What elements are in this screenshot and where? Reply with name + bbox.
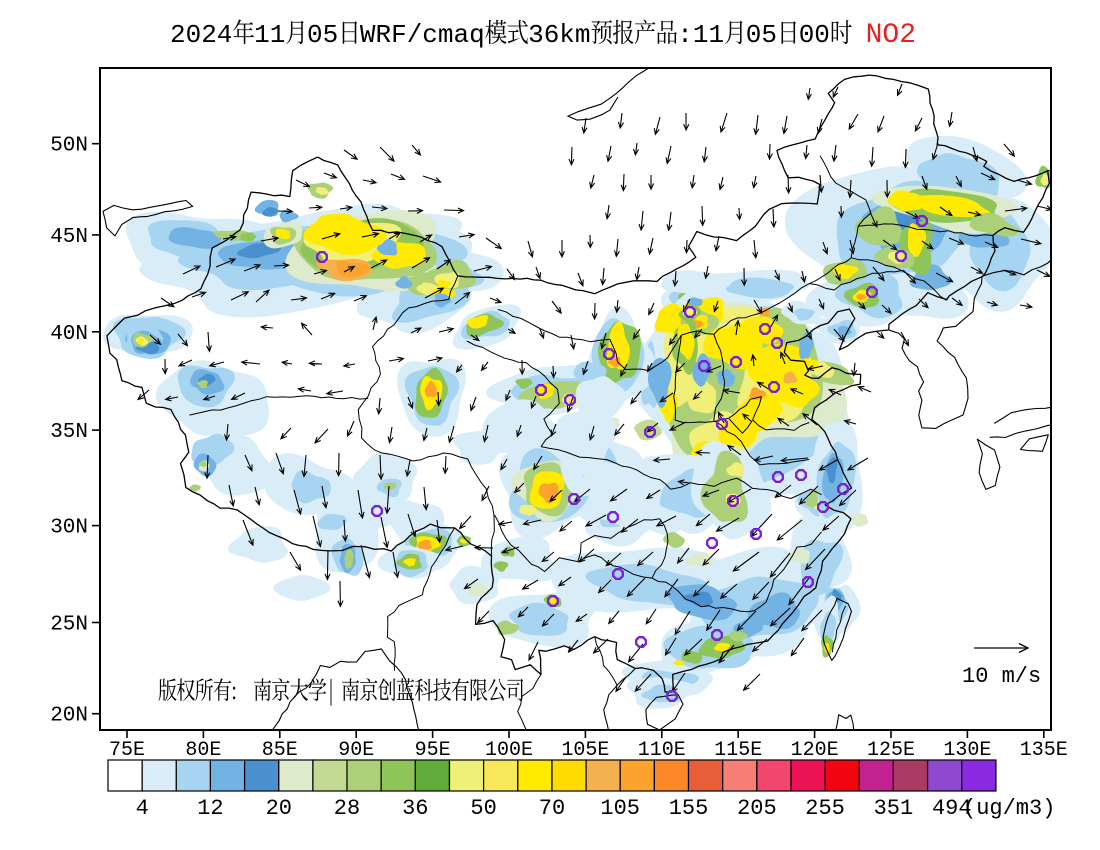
svg-text:115E: 115E <box>714 739 762 762</box>
svg-text:25N: 25N <box>50 614 88 637</box>
svg-text:80E: 80E <box>185 739 221 762</box>
svg-text:105: 105 <box>600 796 640 821</box>
svg-text:WRF/cmaq: WRF/cmaq <box>360 20 485 50</box>
svg-text:NO2: NO2 <box>866 20 916 51</box>
svg-text:50: 50 <box>470 796 496 821</box>
svg-text:105E: 105E <box>561 739 609 762</box>
svg-text:20: 20 <box>266 796 292 821</box>
svg-text:70: 70 <box>539 796 565 821</box>
svg-text:130E: 130E <box>943 739 991 762</box>
svg-text:205: 205 <box>737 796 777 821</box>
svg-text:20N: 20N <box>50 705 88 728</box>
svg-text:155: 155 <box>669 796 709 821</box>
svg-text:12: 12 <box>197 796 223 821</box>
svg-text:10 m/s: 10 m/s <box>962 664 1041 689</box>
svg-text:11: 11 <box>254 20 285 50</box>
svg-text:90E: 90E <box>338 739 374 762</box>
svg-text:40N: 40N <box>50 323 88 346</box>
svg-text:4: 4 <box>136 796 149 821</box>
svg-text:36km: 36km <box>528 20 590 50</box>
svg-text:50N: 50N <box>50 135 88 158</box>
svg-text:45N: 45N <box>50 226 88 249</box>
svg-text:494: 494 <box>932 796 972 821</box>
svg-text:120E: 120E <box>791 739 839 762</box>
svg-text:351: 351 <box>874 796 914 821</box>
svg-text:11: 11 <box>693 20 724 50</box>
svg-text:36: 36 <box>402 796 428 821</box>
svg-text:110E: 110E <box>638 739 686 762</box>
svg-text:125E: 125E <box>867 739 915 762</box>
svg-text::: : <box>677 20 693 50</box>
svg-text:255: 255 <box>805 796 845 821</box>
svg-text:35N: 35N <box>50 421 88 444</box>
svg-text:30N: 30N <box>50 517 88 540</box>
svg-text:05: 05 <box>307 20 338 50</box>
svg-text:135E: 135E <box>1020 739 1068 762</box>
svg-text:2024: 2024 <box>170 20 232 50</box>
svg-text:75E: 75E <box>109 739 145 762</box>
svg-text:85E: 85E <box>262 739 298 762</box>
svg-text:00: 00 <box>799 20 830 50</box>
svg-text:95E: 95E <box>415 739 451 762</box>
svg-text:05: 05 <box>746 20 777 50</box>
svg-text:100E: 100E <box>485 739 533 762</box>
svg-text:28: 28 <box>334 796 360 821</box>
svg-text:(ug/m3): (ug/m3) <box>963 796 1055 821</box>
